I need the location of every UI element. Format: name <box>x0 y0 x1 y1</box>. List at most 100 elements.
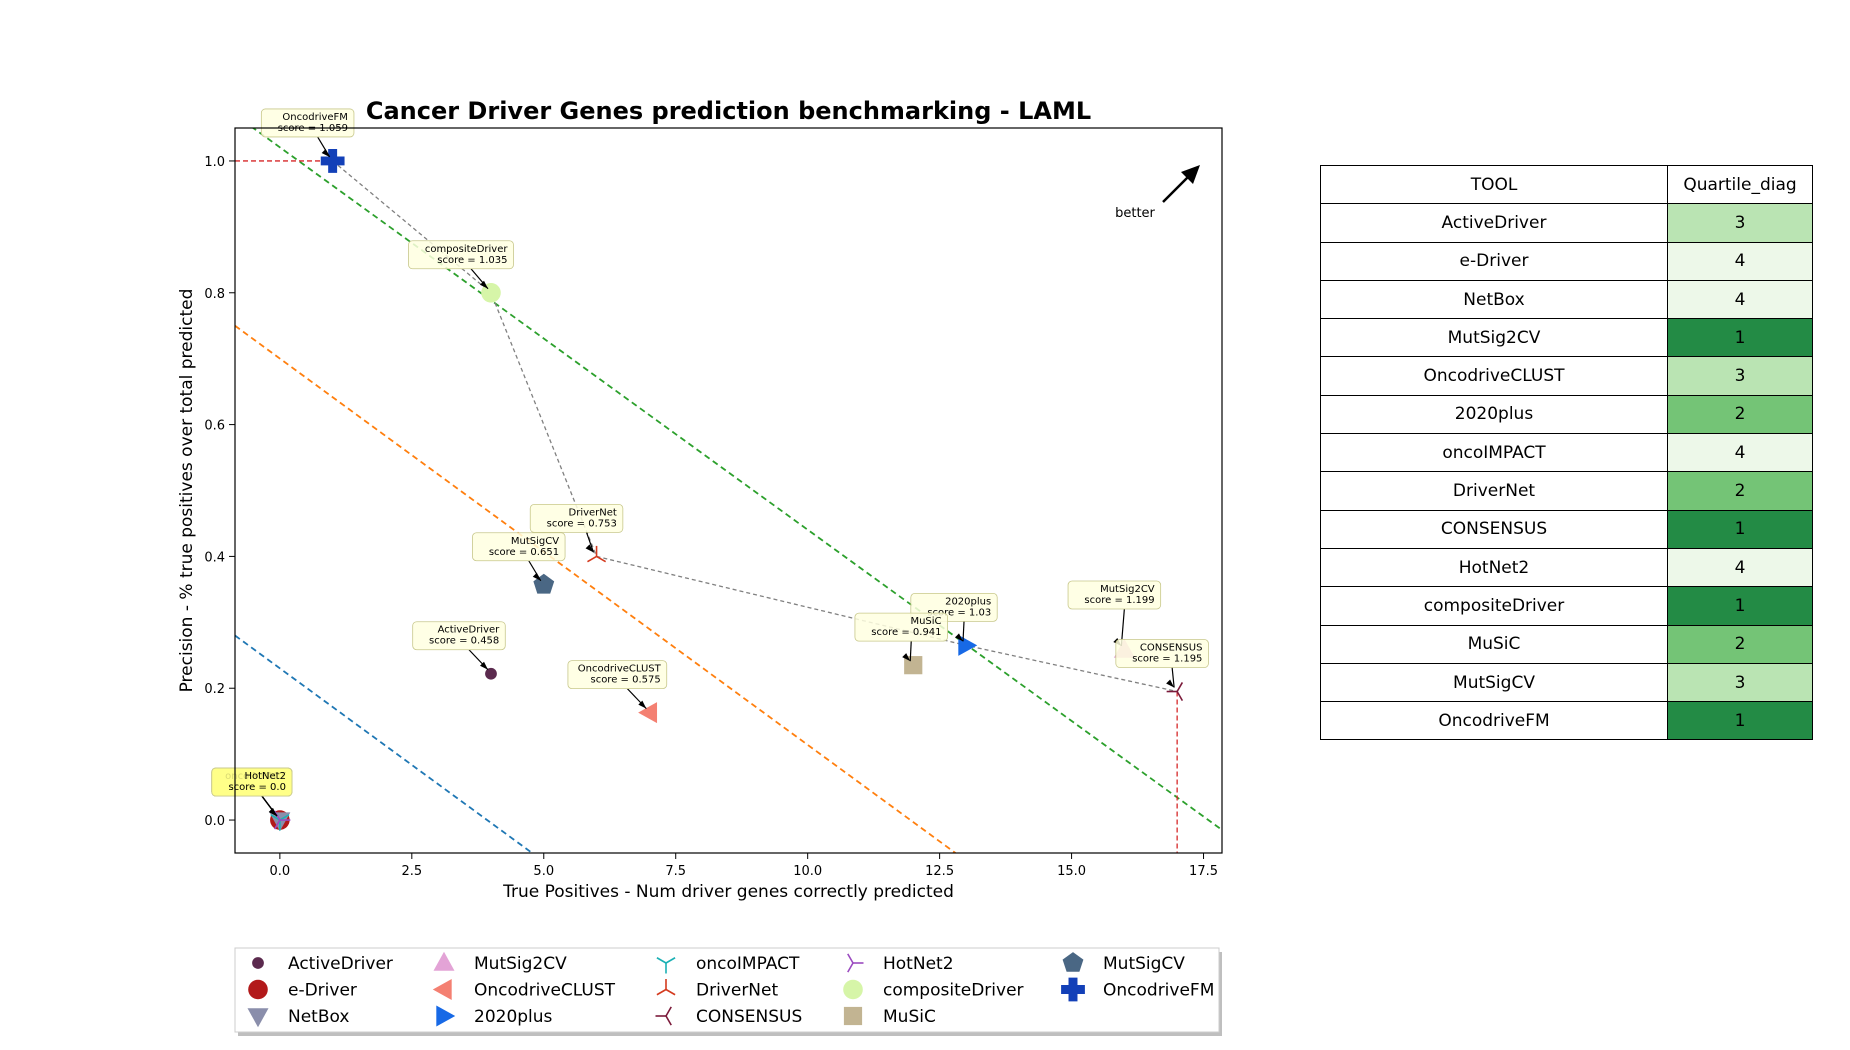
point-marker-music <box>904 656 923 675</box>
annotation-text-2020plus: 2020plus <box>945 596 991 607</box>
annotation-arrowhead-music <box>902 653 911 662</box>
table-row: HotNet2 4 <box>1320 547 1813 588</box>
annotation-text-music: score = 0.941 <box>871 627 941 638</box>
table-cell-tool-drivernet: DriverNet <box>1320 471 1668 511</box>
annotation-box-compositedriver <box>408 240 514 270</box>
legend-marker-compositedriver <box>843 979 863 1000</box>
quartile-line-2 <box>235 325 956 853</box>
legend-label-netbox: NetBox <box>288 1007 349 1027</box>
point-oncodrivefm <box>320 149 345 173</box>
x-tick-label: 12.5 <box>925 864 954 879</box>
point-marker-drivernet <box>587 545 607 563</box>
legend-entry-music: MuSiC <box>843 1006 936 1027</box>
quartile-table: TOOL Quartile_diag ActiveDriver 3 e-Driver… <box>1320 164 1813 741</box>
legend-entry-drivernet: DriverNet <box>656 979 778 1001</box>
table-cell-quartile-drivernet: 2 <box>1667 471 1813 511</box>
legend-label-compositedriver: compositeDriver <box>883 981 1024 1001</box>
legend-marker-drivernet <box>656 979 676 996</box>
annotation-text-oncodrivefm: OncodriveFM <box>282 112 348 123</box>
annotation-text-mutsigcv: MutSigCV <box>511 536 559 547</box>
table-cell-quartile-activedriver: 3 <box>1667 203 1813 243</box>
table-cell-tool-mutsigcv: MutSigCV <box>1320 662 1668 703</box>
annotation-text-oncodriveclust: OncodriveCLUST <box>578 664 662 675</box>
x-axis-label: True Positives - Num driver genes correc… <box>502 882 954 902</box>
table-cell-tool-activedriver: ActiveDriver <box>1320 203 1668 243</box>
y-tick-label: 0.0 <box>204 814 225 829</box>
point-marker-compositedriver <box>481 282 501 303</box>
legend-entry-netbox: NetBox <box>247 1007 349 1028</box>
table-cell-tool-mutsig2cv: MutSig2CV <box>1320 318 1668 358</box>
legend-marker-oncoimpact <box>656 957 676 974</box>
table-row: ActiveDriver 3 <box>1320 203 1813 243</box>
legend-entry-hotnet2: HotNet2 <box>847 953 954 974</box>
table-header-tool: TOOL <box>1320 164 1668 205</box>
point-marker-oncodriveclust <box>638 702 658 724</box>
x-tick-label: 15.0 <box>1057 864 1086 879</box>
legend-marker-hotnet2 <box>847 953 864 973</box>
annotation-arrow-2020plus <box>962 621 965 642</box>
x-tick-label: 7.5 <box>665 864 686 879</box>
legend-marker-e-driver <box>248 979 268 1000</box>
annotation-box-drivernet <box>529 504 624 533</box>
legend-marker-netbox <box>247 1008 269 1028</box>
table-cell-quartile-mutsig2cv: 1 <box>1667 318 1813 358</box>
legend-entry-oncodrivefm: OncodriveFM <box>1061 977 1214 1002</box>
legend-label-e-driver: e-Driver <box>288 981 357 1001</box>
x-ticks: 0.0 2.5 5.0 7.5 10.0 12.5 15.0 17.5 <box>270 853 1218 879</box>
table-cell-quartile-consensus: 1 <box>1667 509 1813 549</box>
legend-label-consensus: CONSENSUS <box>696 1007 802 1027</box>
annotation-text-mutsig2cv: score = 1.199 <box>1084 595 1154 606</box>
legend-marker-oncodriveclust <box>432 979 452 1000</box>
legend-label-music: MuSiC <box>883 1007 936 1027</box>
y-tick-label: 0.2 <box>204 682 225 697</box>
point-music <box>904 656 923 675</box>
table-cell-quartile-e-driver: 4 <box>1667 241 1813 281</box>
annotation-text-compositedriver: compositeDriver <box>425 244 509 255</box>
table-cell-tool-oncoimpact: oncoIMPACT <box>1320 433 1668 473</box>
annotation-text-drivernet: score = 0.753 <box>547 518 617 529</box>
annotation-text-drivernet: DriverNet <box>569 507 617 518</box>
table-cell-tool-music: MuSiC <box>1320 624 1668 664</box>
table-cell-tool-hotnet2: HotNet2 <box>1320 547 1668 588</box>
table-cell-tool-2020plus: 2020plus <box>1320 394 1668 435</box>
annotation-box-mutsigcv <box>472 532 566 562</box>
legend-label-2020plus: 2020plus <box>474 1007 553 1027</box>
annotation-box-oncodrivefm <box>260 108 355 138</box>
legend-label-hotnet2: HotNet2 <box>883 954 954 974</box>
annotation-arrowhead-oncodrivefm <box>321 148 330 157</box>
point-marker-consensus <box>1166 682 1184 702</box>
better-indicator: better <box>1115 165 1200 221</box>
annotation-text-compositedriver: score = 1.035 <box>437 255 507 266</box>
better-arrowhead <box>1181 165 1200 184</box>
table-cell-tool-oncodriveclust: OncodriveCLUST <box>1320 356 1668 396</box>
legend-entry-consensus: CONSENSUS <box>655 1006 802 1027</box>
legend-marker-music <box>843 1006 863 1026</box>
annotation-arrowhead-drivernet <box>585 544 594 553</box>
legend-label-activedriver: ActiveDriver <box>288 954 393 974</box>
legend-marker-mutsigcv <box>1062 952 1084 972</box>
legend-entry-compositedriver: compositeDriver <box>843 979 1024 1001</box>
better-arrow <box>1162 176 1189 203</box>
table-header-quartile: Quartile_diag <box>1667 164 1813 205</box>
y-tick-label: 0.8 <box>204 287 225 302</box>
x-tick-label: 17.5 <box>1189 864 1218 879</box>
annotation-arrow-consensus <box>1171 667 1175 688</box>
table-cell-tool-oncodrivefm: OncodriveFM <box>1320 701 1668 741</box>
table-row: 2020plus 2 <box>1320 394 1813 435</box>
annotation-box-oncodriveclust <box>567 660 668 690</box>
annotation-arrowhead-mutsigcv <box>532 572 541 581</box>
legend-label-drivernet: DriverNet <box>696 981 778 1001</box>
legend-marker-consensus <box>655 1006 672 1026</box>
table-cell-quartile-hotnet2: 4 <box>1667 547 1813 588</box>
table-cell-quartile-compositedriver: 1 <box>1667 586 1813 626</box>
annotation-text-consensus: score = 1.195 <box>1132 654 1202 665</box>
y-tick-label: 1.0 <box>204 155 225 170</box>
table-row: DriverNet 2 <box>1320 471 1813 511</box>
plot-frame <box>234 127 1223 854</box>
y-tick-label: 0.6 <box>204 419 225 434</box>
annotation-text-mutsigcv: score = 0.651 <box>489 547 559 558</box>
legend-label-oncoimpact: oncoIMPACT <box>696 954 800 974</box>
